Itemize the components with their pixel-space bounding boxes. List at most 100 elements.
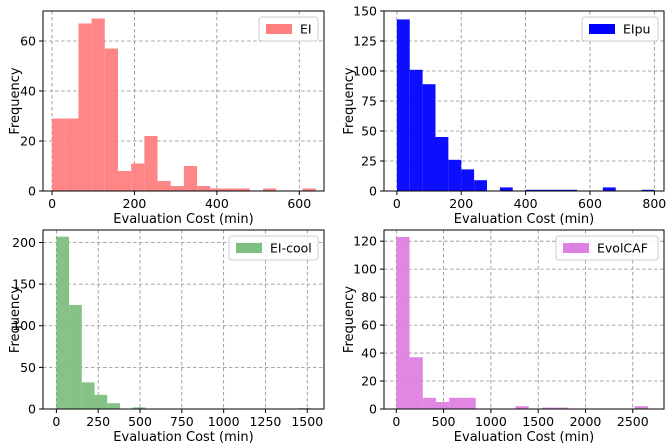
y-axis-label: Frequency	[8, 67, 23, 134]
x-tick-label: 200	[123, 196, 147, 211]
histogram-bar	[461, 169, 475, 191]
histogram-bar	[396, 236, 410, 409]
histogram-bar	[81, 382, 95, 409]
histogram-bar	[634, 406, 648, 409]
y-tick-label: 60	[361, 318, 377, 333]
legend-box	[555, 235, 659, 261]
histogram-panel-1: 0 200 400 600 0 20 40 60 Evaluation Cost (min) Fr…	[8, 10, 325, 227]
y-tick-label: 0	[369, 184, 377, 199]
y-tick-label: 80	[361, 290, 377, 305]
y-tick-label: 25	[361, 154, 377, 169]
y-tick-label: 100	[353, 262, 377, 277]
legend: EvolCAF	[555, 235, 659, 261]
histogram-bar	[91, 18, 105, 191]
legend-label: EI	[300, 22, 312, 37]
histogram-bar	[132, 407, 146, 409]
y-tick-label: 40	[20, 84, 36, 99]
histogram-bar	[56, 236, 70, 409]
legend-label: EI-cool	[270, 241, 312, 256]
histogram-bar	[107, 403, 120, 409]
y-tick-label: 150	[353, 4, 377, 19]
histogram-bar	[409, 69, 423, 191]
y-tick-label: 0	[369, 402, 377, 417]
x-axis-label: Evaluation Cost (min)	[454, 212, 594, 227]
legend-label: EIpu	[623, 22, 650, 37]
y-tick-label: 200	[12, 235, 36, 250]
x-tick-label: 1000	[208, 414, 240, 429]
x-axis-label: Evaluation Cost (min)	[454, 430, 594, 445]
histogram-bar	[564, 189, 578, 191]
histogram-bar	[131, 163, 145, 191]
y-tick-label: 40	[361, 346, 377, 361]
legend: EI-cool	[228, 235, 319, 261]
histogram-bar	[65, 118, 79, 191]
histogram-bar	[422, 397, 437, 409]
histogram-bar	[302, 188, 316, 191]
histogram-bar	[94, 394, 108, 409]
histogram-bar	[170, 186, 184, 191]
histogram-panel-4: 0 500 1000 1500 2000 2500 0 20 40 60 80 100 120 Evalu…	[342, 229, 665, 445]
x-tick-label: 1250	[250, 414, 282, 429]
x-tick-label: 750	[170, 414, 194, 429]
legend-swatch	[266, 24, 292, 34]
x-tick-label: 600	[287, 196, 311, 211]
axes-frame	[42, 229, 325, 410]
histogram-bar	[396, 19, 410, 192]
y-tick-label: 20	[20, 134, 36, 149]
x-tick-label: 250	[86, 414, 110, 429]
histogram-bar	[436, 402, 450, 409]
y-tick-label: 0	[28, 402, 36, 417]
histogram-bar	[157, 181, 171, 191]
x-tick-label: 800	[642, 196, 666, 211]
y-tick-label: 120	[353, 234, 377, 249]
x-tick-label: 2000	[570, 414, 602, 429]
histogram-bar	[104, 48, 118, 191]
histogram-bar	[555, 407, 569, 409]
x-tick-label: 0	[393, 196, 401, 211]
histogram-bar	[525, 189, 539, 191]
histogram-panel-2: 0 200 400 600 800 0 25 50 75 100 125 150 Evaluation …	[342, 4, 666, 228]
histogram-bar	[448, 159, 462, 191]
axes-frame	[383, 229, 665, 410]
histogram-bar	[144, 136, 158, 191]
histogram-bar	[515, 406, 529, 409]
y-tick-label: 100	[12, 318, 36, 333]
histogram-bar	[462, 397, 476, 409]
y-tick-label: 50	[361, 124, 377, 139]
legend-swatch	[589, 24, 615, 34]
histogram-bar	[78, 23, 92, 191]
y-tick-label: 50	[20, 360, 36, 375]
y-tick-label: 150	[12, 277, 36, 292]
histogram-bar	[263, 188, 277, 191]
histogram-bar	[499, 187, 513, 191]
x-tick-label: 1500	[522, 414, 554, 429]
y-tick-label: 75	[361, 94, 377, 109]
histogram-bar	[409, 357, 423, 409]
x-tick-label: 1000	[475, 414, 507, 429]
histogram-bar	[641, 189, 655, 191]
x-tick-label: 2500	[617, 414, 649, 429]
y-tick-label: 60	[20, 34, 36, 49]
histogram-bar	[422, 84, 436, 191]
histogram-bar	[474, 180, 487, 191]
legend-box	[581, 16, 659, 42]
y-axis-label: Frequency	[342, 286, 357, 353]
x-tick-label: 1500	[291, 414, 323, 429]
x-tick-label: 600	[578, 196, 602, 211]
histogram-bar	[69, 304, 82, 409]
axes-frame	[42, 10, 325, 192]
histogram-bar	[236, 188, 250, 191]
x-axis-label: Evaluation Cost (min)	[113, 430, 253, 445]
legend: EIpu	[581, 16, 659, 42]
x-tick-label: 200	[449, 196, 473, 211]
x-tick-label: 400	[205, 196, 229, 211]
legend: EI	[258, 16, 319, 42]
x-tick-label: 500	[128, 414, 152, 429]
x-tick-label: 0	[392, 414, 400, 429]
x-tick-label: 0	[48, 196, 56, 211]
histogram-bar	[183, 166, 198, 191]
histogram-panel-3: 0 250 500 750 1000 1250 1500 0 50 100 150 200 Evalua…	[8, 229, 325, 445]
histogram-bar	[223, 188, 237, 191]
x-tick-label: 500	[432, 414, 456, 429]
